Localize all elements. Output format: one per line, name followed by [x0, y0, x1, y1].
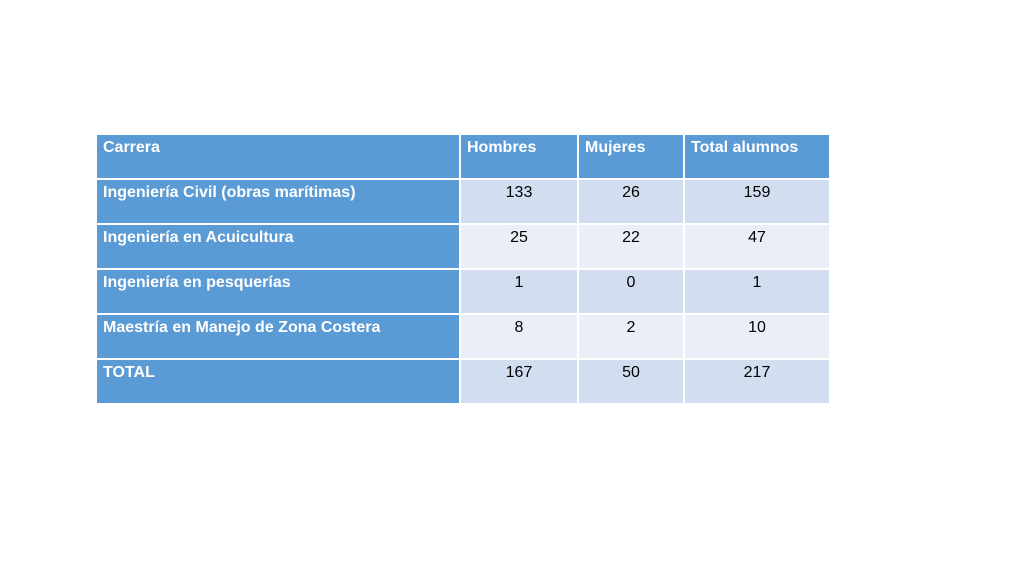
cell-total: 217: [683, 358, 831, 405]
table-total-row: TOTAL 167 50 217: [95, 358, 831, 405]
header-mujeres: Mujeres: [577, 133, 685, 180]
cell-mujeres: 22: [577, 223, 685, 270]
cell-total: 47: [683, 223, 831, 270]
cell-carrera: Ingeniería Civil (obras marítimas): [95, 178, 461, 225]
cell-mujeres: 2: [577, 313, 685, 360]
cell-total: 1: [683, 268, 831, 315]
table-row: Ingeniería Civil (obras marítimas) 133 2…: [95, 178, 831, 225]
cell-hombres: 133: [459, 178, 579, 225]
header-hombres: Hombres: [459, 133, 579, 180]
cell-total: 159: [683, 178, 831, 225]
cell-hombres: 25: [459, 223, 579, 270]
cell-hombres: 1: [459, 268, 579, 315]
cell-hombres: 8: [459, 313, 579, 360]
cell-total: 10: [683, 313, 831, 360]
enrollment-table: Carrera Hombres Mujeres Total alumnos In…: [95, 133, 831, 405]
cell-carrera: Maestría en Manejo de Zona Costera: [95, 313, 461, 360]
table-header-row: Carrera Hombres Mujeres Total alumnos: [95, 133, 831, 180]
cell-carrera: Ingeniería en Acuicultura: [95, 223, 461, 270]
header-carrera: Carrera: [95, 133, 461, 180]
table-row: Ingeniería en pesquerías 1 0 1: [95, 268, 831, 315]
table-row: Ingeniería en Acuicultura 25 22 47: [95, 223, 831, 270]
table-row: Maestría en Manejo de Zona Costera 8 2 1…: [95, 313, 831, 360]
header-total-alumnos: Total alumnos: [683, 133, 831, 180]
cell-carrera: TOTAL: [95, 358, 461, 405]
cell-mujeres: 26: [577, 178, 685, 225]
cell-mujeres: 50: [577, 358, 685, 405]
cell-hombres: 167: [459, 358, 579, 405]
cell-carrera: Ingeniería en pesquerías: [95, 268, 461, 315]
cell-mujeres: 0: [577, 268, 685, 315]
